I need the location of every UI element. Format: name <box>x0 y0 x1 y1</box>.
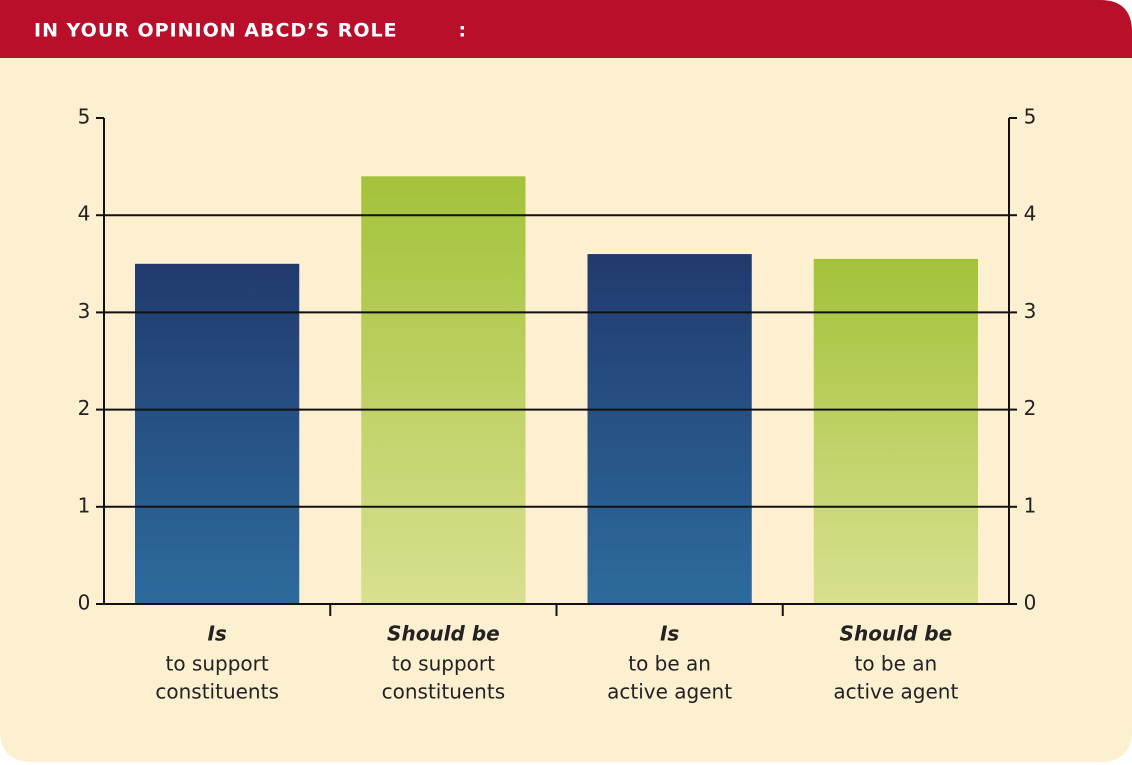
y2-tick-label: 3 <box>1024 299 1037 323</box>
y2-tick-label: 0 <box>1024 591 1037 615</box>
y-tick-label: 3 <box>78 299 91 323</box>
chart-title: IN YOUR OPINION ABCD’S ROLE : <box>34 20 467 42</box>
y-tick-label: 4 <box>78 202 91 226</box>
category-label: constituents <box>382 680 506 704</box>
category-emphasis: Should be <box>387 622 500 646</box>
y-tick-label: 5 <box>78 105 91 129</box>
y-tick-label: 1 <box>78 493 91 517</box>
y-tick-label: 0 <box>78 591 91 615</box>
bar <box>361 176 526 604</box>
bar <box>813 258 979 604</box>
y2-tick-label: 4 <box>1024 202 1037 226</box>
y-tick-label: 2 <box>78 396 91 420</box>
y2-tick-label: 5 <box>1024 105 1037 129</box>
category-emphasis: Is <box>660 622 679 646</box>
header-bar <box>0 0 1132 58</box>
category-label: active agent <box>833 680 958 704</box>
category-emphasis: Is <box>207 622 226 646</box>
category-label: to support <box>166 652 269 676</box>
y2-tick-label: 2 <box>1024 396 1037 420</box>
bar <box>134 263 300 604</box>
category-label: to be an <box>855 652 938 676</box>
category-label: to support <box>392 652 495 676</box>
category-label: active agent <box>607 680 732 704</box>
category-label: to be an <box>628 652 711 676</box>
y2-tick-label: 1 <box>1024 493 1037 517</box>
bar <box>587 254 752 604</box>
category-label: constituents <box>155 680 279 704</box>
category-emphasis: Should be <box>840 622 953 646</box>
